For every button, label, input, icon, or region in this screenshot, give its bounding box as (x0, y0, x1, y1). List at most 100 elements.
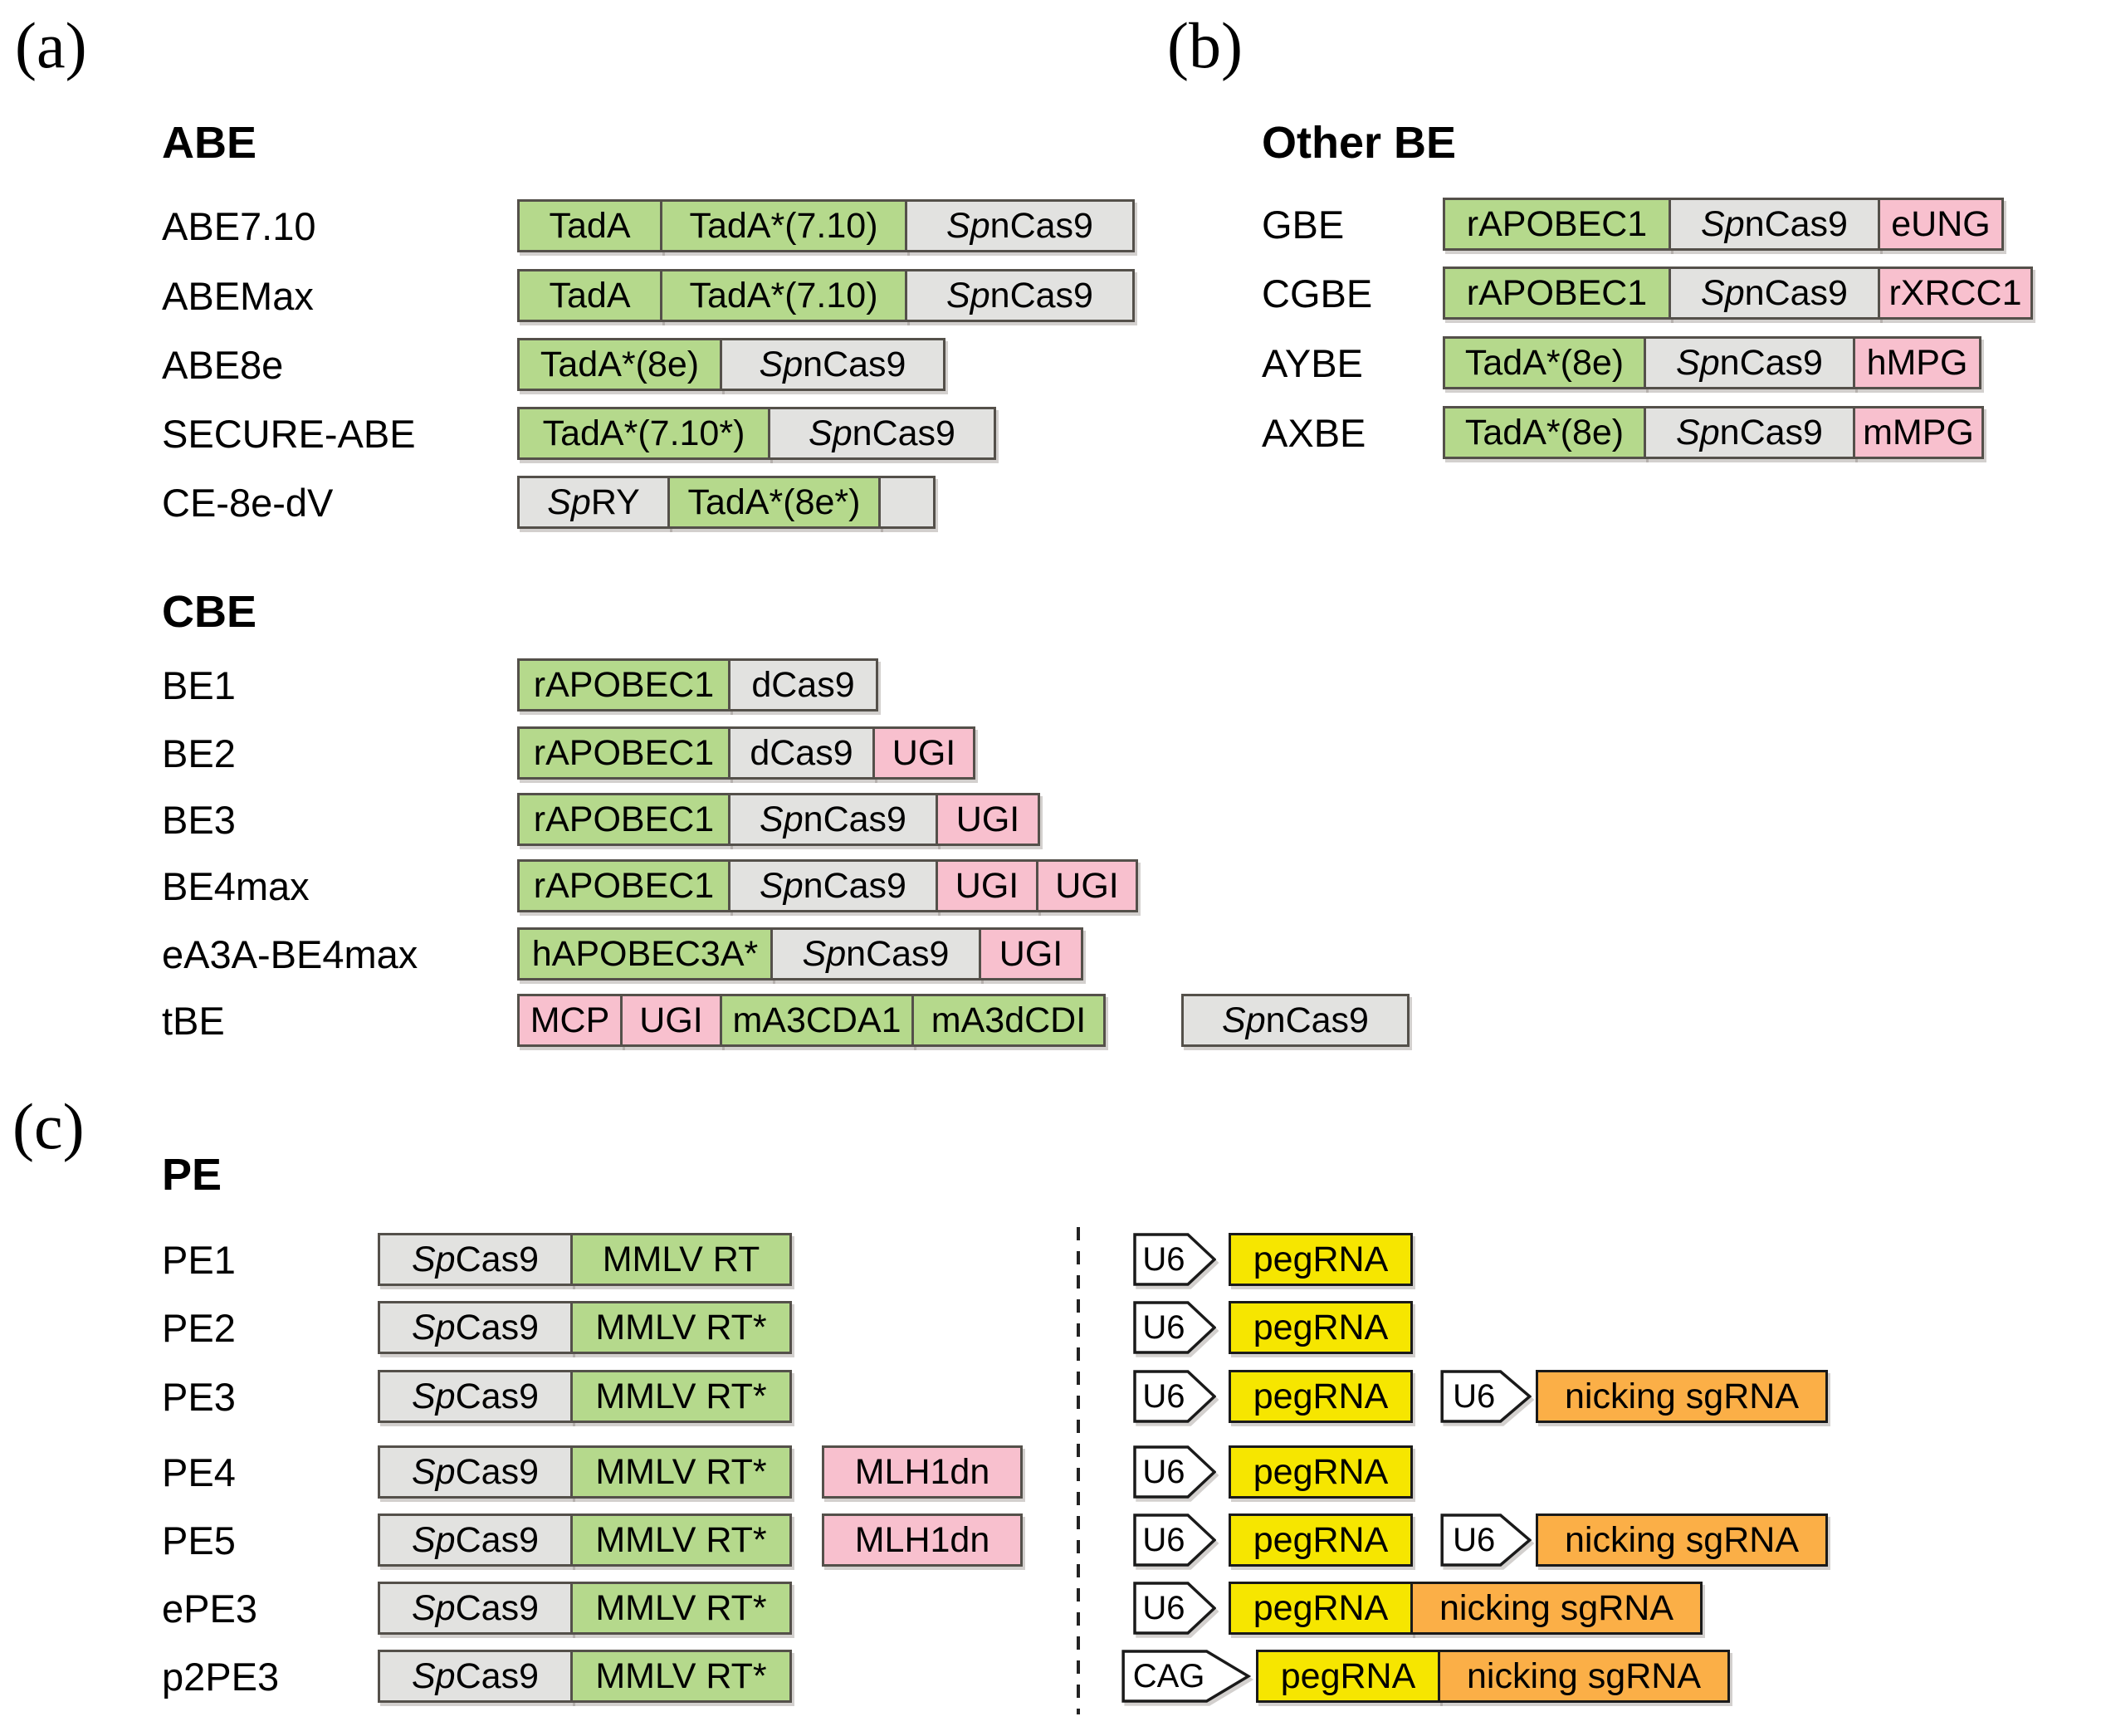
section-header-other: Other BE (1262, 118, 1457, 168)
domain-box-mlh1dn: MLH1dn (822, 1513, 1023, 1567)
domain-box-tada: TadA (517, 269, 662, 322)
construct-axbe: TadA*(8e) Sp nCas9 mMPG (1443, 406, 1984, 459)
domain-box-spcas9: Sp Cas9 (378, 1301, 573, 1354)
construct-be1: rAPOBEC1 dCas9 (517, 658, 878, 712)
domain-box-spcas9: Sp Cas9 (378, 1582, 573, 1635)
domain-box-hapobec3a-: hAPOBEC3A* (517, 927, 773, 980)
domain-box-rapobec1: rAPOBEC1 (517, 859, 730, 912)
domain-box-mmlv-rt-: MMLV RT* (570, 1582, 792, 1635)
u6-promoter-arrow: U6 (1133, 1513, 1216, 1567)
construct-pe5-cassette: U6 pegRNA (1133, 1513, 1413, 1567)
construct-ce-8e-dv: Sp RY TadA*(8e*) (517, 476, 936, 529)
domain-box-spncas9: Sp nCas9 (728, 793, 938, 846)
construct-epe3-cassette: U6 pegRNA nicking sgRNA (1133, 1582, 1703, 1635)
construct-pe4-accessory: MLH1dn (822, 1445, 1023, 1499)
domain-box-spncas9: Sp nCas9 (905, 269, 1135, 322)
domain-box-rapobec1: rAPOBEC1 (1443, 198, 1671, 251)
editor-label-axbe: AXBE (1262, 410, 1366, 455)
construct-be4max: rAPOBEC1 Sp nCas9 UGI UGI (517, 859, 1138, 912)
domain-box-rapobec1: rAPOBEC1 (517, 658, 730, 712)
domain-box-tada-8e-: TadA*(8e) (1443, 406, 1646, 459)
domain-box-mmlv-rt-: MMLV RT* (570, 1650, 792, 1703)
editor-label-abe8e: ABE8e (162, 342, 284, 387)
editor-label-be4max: BE4max (162, 863, 310, 908)
editor-label-be2: BE2 (162, 731, 236, 775)
domain-box-ma3cda1: mA3CDA1 (720, 994, 914, 1047)
construct-pe3-cassette: U6 pegRNA (1133, 1370, 1413, 1423)
domain-box-rapobec1: rAPOBEC1 (1443, 267, 1671, 320)
construct-abemax: TadA TadA*(7.10) Sp nCas9 (517, 269, 1135, 322)
domain-box-pegrna: pegRNA (1229, 1445, 1413, 1499)
section-header-cbe: CBE (162, 587, 257, 637)
domain-box-ugi: UGI (620, 994, 722, 1047)
construct-abe7-10: TadA TadA*(7.10) Sp nCas9 (517, 199, 1135, 252)
editor-label-pe3: PE3 (162, 1374, 236, 1419)
domain-box-ugi: UGI (872, 726, 975, 780)
construct-be3: rAPOBEC1 Sp nCas9 UGI (517, 793, 1040, 846)
u6-promoter-arrow: U6 (1440, 1370, 1532, 1423)
u6-promoter-arrow: U6 (1440, 1513, 1532, 1567)
domain-box-mmpg: mMPG (1853, 406, 1984, 459)
editor-label-aybe: AYBE (1262, 340, 1363, 385)
domain-box-pegrna: pegRNA (1229, 1370, 1413, 1423)
editor-label-gbe: GBE (1262, 202, 1345, 247)
domain-box-tada-8e-: TadA*(8e) (517, 338, 722, 391)
construct-pe2-cassette: U6 pegRNA (1133, 1301, 1413, 1354)
domain-box-ugi: UGI (936, 859, 1038, 912)
domain-box-tada-8e-: TadA*(8e) (1443, 336, 1646, 389)
domain-box-pegrna: pegRNA (1229, 1513, 1413, 1567)
editor-label-cgbe: CGBE (1262, 271, 1373, 315)
domain-box-pegrna: pegRNA (1229, 1582, 1413, 1635)
domain-box-spncas9: Sp nCas9 (720, 338, 945, 391)
domain-box-pegrna: pegRNA (1229, 1301, 1413, 1354)
u6-promoter-arrow: U6 (1133, 1370, 1216, 1423)
domain-box-mmlv-rt-: MMLV RT* (570, 1301, 792, 1354)
construct-p2pe3-protein: Sp Cas9 MMLV RT* (378, 1650, 792, 1703)
editor-label-abe7-10: ABE7.10 (162, 203, 316, 248)
domain-box-nicking-sgrna: nicking sgRNA (1536, 1370, 1828, 1423)
domain-box-ugi: UGI (1036, 859, 1138, 912)
domain-box-spcas9: Sp Cas9 (378, 1233, 573, 1286)
domain-box-spacer (878, 476, 936, 529)
domain-box-nicking-sgrna: nicking sgRNA (1536, 1513, 1828, 1567)
construct-gbe: rAPOBEC1 Sp nCas9 eUNG (1443, 198, 2004, 251)
domain-box-pegrna: pegRNA (1229, 1233, 1413, 1286)
construct-secure-abe: TadA*(7.10*) Sp nCas9 (517, 407, 996, 460)
domain-box-spry: Sp RY (517, 476, 670, 529)
editor-label-tbe: tBE (162, 998, 225, 1043)
construct-pe5-accessory: MLH1dn (822, 1513, 1023, 1567)
domain-box-spcas9: Sp Cas9 (378, 1513, 573, 1567)
domain-box-spncas9: Sp nCas9 (905, 199, 1135, 252)
domain-box-mcp: MCP (517, 994, 623, 1047)
u6-promoter-arrow: U6 (1133, 1233, 1216, 1286)
construct-pe2-protein: Sp Cas9 MMLV RT* (378, 1301, 792, 1354)
u6-promoter-arrow: U6 (1133, 1582, 1216, 1635)
cag-promoter-arrow: CAG (1121, 1650, 1251, 1703)
domain-box-rapobec1: rAPOBEC1 (517, 793, 730, 846)
construct-ea3a-be4max: hAPOBEC3A* Sp nCas9 UGI (517, 927, 1083, 980)
domain-box-tada-7-10-: TadA*(7.10) (660, 269, 907, 322)
editor-label-be1: BE1 (162, 663, 236, 707)
editor-label-abemax: ABEMax (162, 273, 314, 318)
editor-label-pe5: PE5 (162, 1518, 236, 1562)
domain-box-spcas9: Sp Cas9 (378, 1650, 573, 1703)
editor-label-ea3a-be4max: eA3A-BE4max (162, 932, 418, 976)
domain-box-mmlv-rt-: MMLV RT* (570, 1513, 792, 1567)
domain-box-spncas9: Sp nCas9 (728, 859, 938, 912)
domain-box-dcas9: dCas9 (728, 726, 875, 780)
editor-label-p2pe3: p2PE3 (162, 1654, 280, 1699)
domain-box-tada: TadA (517, 199, 662, 252)
construct-pe5-protein: Sp Cas9 MMLV RT* (378, 1513, 792, 1567)
domain-box-tada-8e-: TadA*(8e*) (667, 476, 881, 529)
editor-label-pe2: PE2 (162, 1305, 236, 1350)
editor-label-epe3: ePE3 (162, 1586, 257, 1631)
construct-tbe: MCP UGI mA3CDA1 mA3dCDI (517, 994, 1106, 1047)
section-header-pe: PE (162, 1150, 222, 1200)
domain-box-spncas9: Sp nCas9 (768, 407, 996, 460)
domain-box-spcas9: Sp Cas9 (378, 1445, 573, 1499)
construct-pe1-cassette: U6 pegRNA (1133, 1233, 1413, 1286)
construct-epe3-protein: Sp Cas9 MMLV RT* (378, 1582, 792, 1635)
u6-promoter-arrow: U6 (1133, 1301, 1216, 1354)
domain-box-mmlv-rt-: MMLV RT* (570, 1445, 792, 1499)
domain-box-spcas9: Sp Cas9 (378, 1370, 573, 1423)
